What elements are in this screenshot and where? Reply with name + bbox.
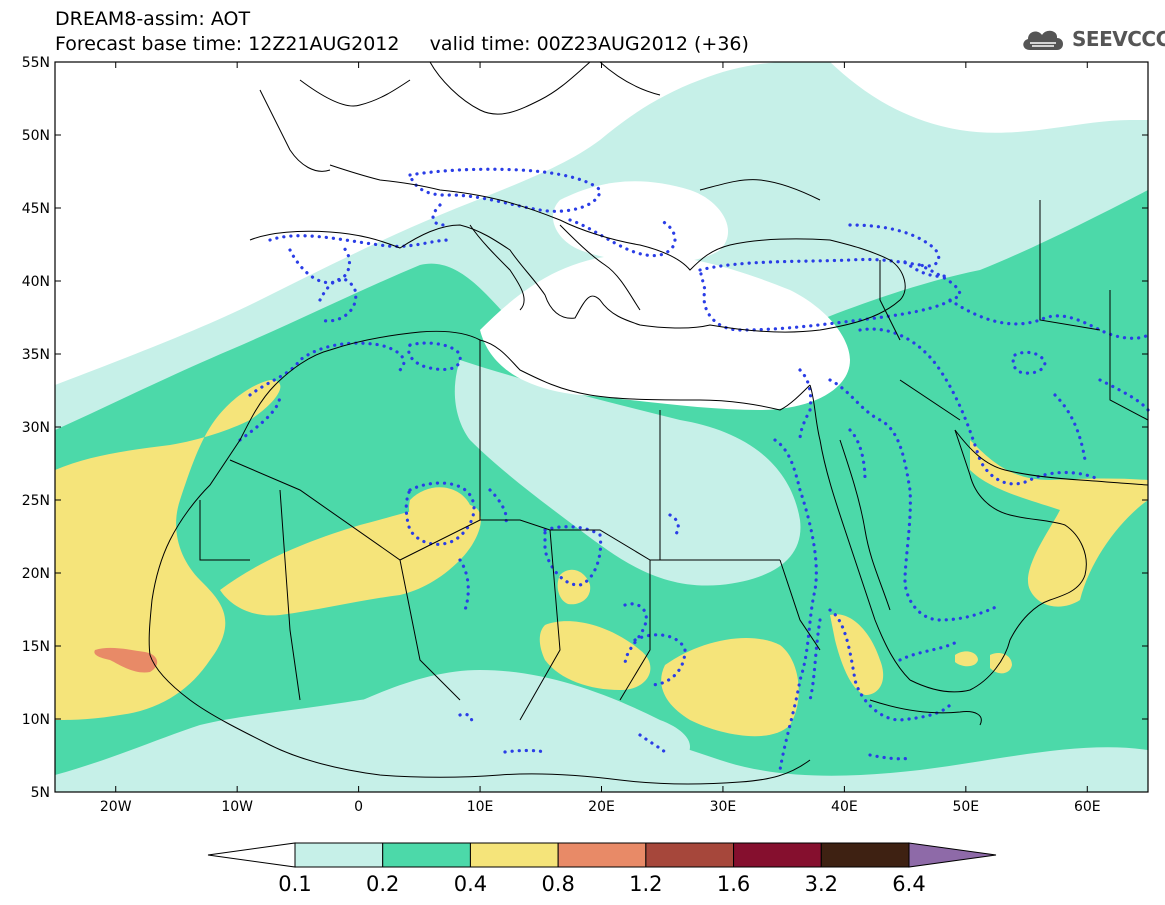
lon-label: 20E [588, 799, 615, 815]
colorbar-label: 0.8 [541, 872, 574, 896]
map-area [54, 61, 1150, 793]
lat-label: 35N [22, 347, 50, 363]
aot-band-0.4-sahara [220, 504, 481, 616]
dust-contours [238, 167, 1150, 772]
lon-ticks: 20W 10W 0 10E 20E 30E 40E 50E 60E [100, 62, 1101, 815]
aot-band-0.1-libya [454, 360, 801, 586]
lon-label: 40E [831, 799, 858, 815]
lon-label: 10W [221, 799, 253, 815]
colorbar-swatch [557, 842, 647, 868]
colorbar-swatch [820, 842, 910, 868]
aot-band-0.4-westafrica [55, 380, 281, 720]
lon-label: 50E [952, 799, 979, 815]
colorbar-under-arrow [207, 842, 296, 868]
aot-band-0.4-chad [539, 621, 651, 690]
colorbar-label: 0.4 [454, 872, 487, 896]
coastlines [148, 61, 1149, 785]
lon-label: 30E [710, 799, 737, 815]
lat-label: 5N [31, 785, 50, 801]
colorbar-swatch [294, 842, 384, 868]
aot-band-0.4-egypt-south [557, 569, 591, 605]
lat-label: 20N [22, 566, 50, 582]
lat-label: 25N [22, 493, 50, 509]
colorbar-swatch [733, 842, 822, 868]
lat-label: 45N [22, 201, 50, 217]
aot-band-0.8-senegal [94, 647, 158, 673]
cloud-icon [1023, 30, 1063, 50]
colorbar-label: 1.2 [629, 872, 662, 896]
colorbar-label: 0.2 [366, 872, 399, 896]
lat-label: 10N [22, 712, 50, 728]
forecast-time-line: Forecast base time: 12Z21AUG2012 valid t… [55, 33, 749, 55]
colorbar-label: 0.1 [278, 872, 311, 896]
colorbar: 0.1 0.2 0.4 0.8 1.2 1.6 3.2 6.4 [207, 842, 997, 896]
clear-mediterranean [480, 254, 850, 410]
colorbar-label: 1.6 [717, 872, 750, 896]
colorbar-label: 3.2 [805, 872, 838, 896]
map-title: DREAM8-assim: AOT [55, 8, 251, 30]
lat-label: 30N [22, 420, 50, 436]
aot-band-0.1-southwest [300, 670, 690, 771]
colorbar-swatch [382, 842, 471, 868]
aot-band-0.4-yemen [955, 651, 1012, 674]
logo-text: SEEVCCC [1072, 27, 1165, 51]
aot-band-0.4-sudan [661, 637, 799, 737]
colorbar-swatch [469, 842, 559, 868]
lon-label: 60E [1074, 799, 1101, 815]
colorbar-over-arrow [908, 842, 997, 868]
lon-label: 20W [100, 799, 132, 815]
colorbar-label: 6.4 [892, 872, 925, 896]
lat-label: 40N [22, 274, 50, 290]
lat-label: 50N [22, 128, 50, 144]
lat-label: 15N [22, 639, 50, 655]
lon-label: 10E [467, 799, 494, 815]
colorbar-swatch [645, 842, 735, 868]
lon-label: 0 [354, 799, 363, 815]
aot-band-0.4-redsea [830, 614, 884, 695]
seevccc-logo: SEEVCCC [1018, 22, 1165, 56]
lat-ticks: 55N 50N 45N 40N 35N 30N 25N 20N 15N 10N 5N [22, 55, 1148, 801]
lat-label: 55N [22, 55, 50, 71]
aot-band-0.4-sahara-north [409, 487, 471, 545]
clear-east-europe [552, 181, 729, 264]
